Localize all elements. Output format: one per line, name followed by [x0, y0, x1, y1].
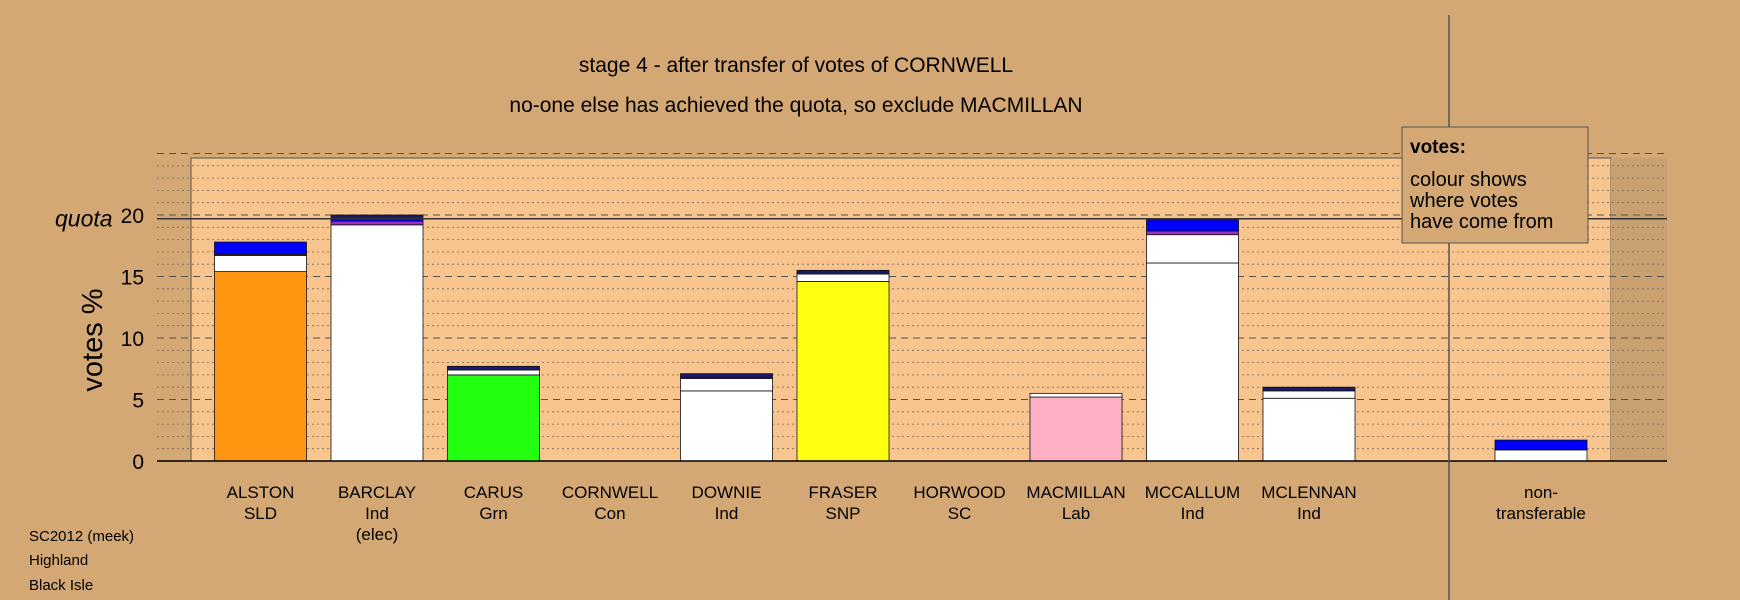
- bar-segment: [1029, 396, 1123, 462]
- category-label: Ind: [365, 504, 389, 523]
- y-tick-labels: 0 5 10 15 20: [121, 205, 144, 474]
- legend: votes: colour shows where votes have com…: [1401, 126, 1589, 244]
- category-label: ALSTON: [227, 483, 295, 502]
- y-tick-label: 15: [121, 267, 144, 290]
- footnote-line-1: SC2012 (meek): [29, 528, 134, 545]
- bar-segment: [447, 365, 540, 371]
- category-label: MACMILLAN: [1026, 483, 1125, 502]
- bar-segment: [1146, 262, 1239, 462]
- bar-segment: [214, 255, 307, 272]
- bars: [214, 214, 1588, 462]
- footnote-line-3: Black Isle: [29, 577, 93, 594]
- category-label: (elec): [356, 525, 399, 544]
- legend-line-1: colour shows: [1410, 169, 1527, 191]
- bar-segment: [214, 271, 307, 462]
- category-label: non-: [1524, 483, 1558, 502]
- y-tick-label: 10: [121, 328, 144, 351]
- bar-segment: [214, 241, 307, 255]
- category-label: DOWNIE: [692, 483, 762, 502]
- category-label: CORNWELL: [562, 483, 658, 502]
- bar-segment: [680, 378, 773, 392]
- category-label: SNP: [826, 504, 861, 523]
- category-label: HORWOOD: [913, 483, 1005, 502]
- category-label: CARUS: [464, 483, 524, 502]
- category-label: Con: [594, 504, 625, 523]
- quota-label: quota: [55, 206, 113, 232]
- bar-segment: [1029, 392, 1123, 398]
- category-label: SLD: [244, 504, 277, 523]
- bar-segment: [447, 369, 540, 376]
- plot-panel: [190, 157, 1612, 462]
- category-label: Ind: [1181, 504, 1205, 523]
- bar-segment: [796, 281, 890, 462]
- category-label: Ind: [715, 504, 739, 523]
- category-label: Grn: [479, 504, 507, 523]
- chart-right-shade: [1611, 158, 1667, 461]
- category-labels: ALSTON SLD BARCLAY Ind (elec) CARUS Grn CORNWEL…: [227, 483, 1586, 544]
- bar-segment: [1146, 234, 1239, 264]
- bar-segment: [1146, 219, 1239, 232]
- category-label: MCCALLUM: [1145, 483, 1240, 502]
- legend-box: [1401, 126, 1589, 244]
- bar-segment: [1262, 386, 1356, 392]
- category-label: FRASER: [809, 483, 878, 502]
- bar-segment: [1262, 397, 1356, 462]
- bar-segment: [330, 224, 424, 462]
- bar-segment: [680, 390, 773, 462]
- bar-segment: [330, 220, 424, 226]
- bar-segment: [1146, 230, 1239, 236]
- footnote-line-2: Highland: [29, 552, 88, 569]
- chart-title: stage 4 - after transfer of votes of COR…: [579, 54, 1013, 77]
- category-label: MCLENNAN: [1261, 483, 1356, 502]
- y-tick-label: 0: [132, 451, 144, 474]
- y-tick-label: 5: [132, 390, 144, 413]
- y-tick-label: 20: [121, 205, 144, 228]
- bar-segment: [796, 269, 890, 275]
- category-label: SC: [948, 504, 972, 523]
- footnote: SC2012 (meek) Highland Black Isle: [29, 528, 134, 594]
- bar-segment: [1494, 439, 1588, 451]
- y-axis-label: votes %: [77, 288, 109, 391]
- bar-segment: [680, 373, 773, 378]
- bar-segment: [1494, 449, 1588, 462]
- category-label: BARCLAY: [338, 483, 416, 502]
- bar-segment: [447, 374, 540, 462]
- category-label: Ind: [1297, 504, 1321, 523]
- chart-subtitle: no-one else has achieved the quota, so e…: [509, 94, 1082, 117]
- legend-line-3: have come from: [1410, 211, 1553, 233]
- category-label: Lab: [1062, 504, 1090, 523]
- bar-segment: [796, 273, 890, 282]
- category-label: transferable: [1496, 504, 1586, 523]
- legend-line-2: where votes: [1409, 190, 1518, 212]
- bar-segment: [1262, 390, 1356, 399]
- legend-heading: votes:: [1410, 137, 1466, 158]
